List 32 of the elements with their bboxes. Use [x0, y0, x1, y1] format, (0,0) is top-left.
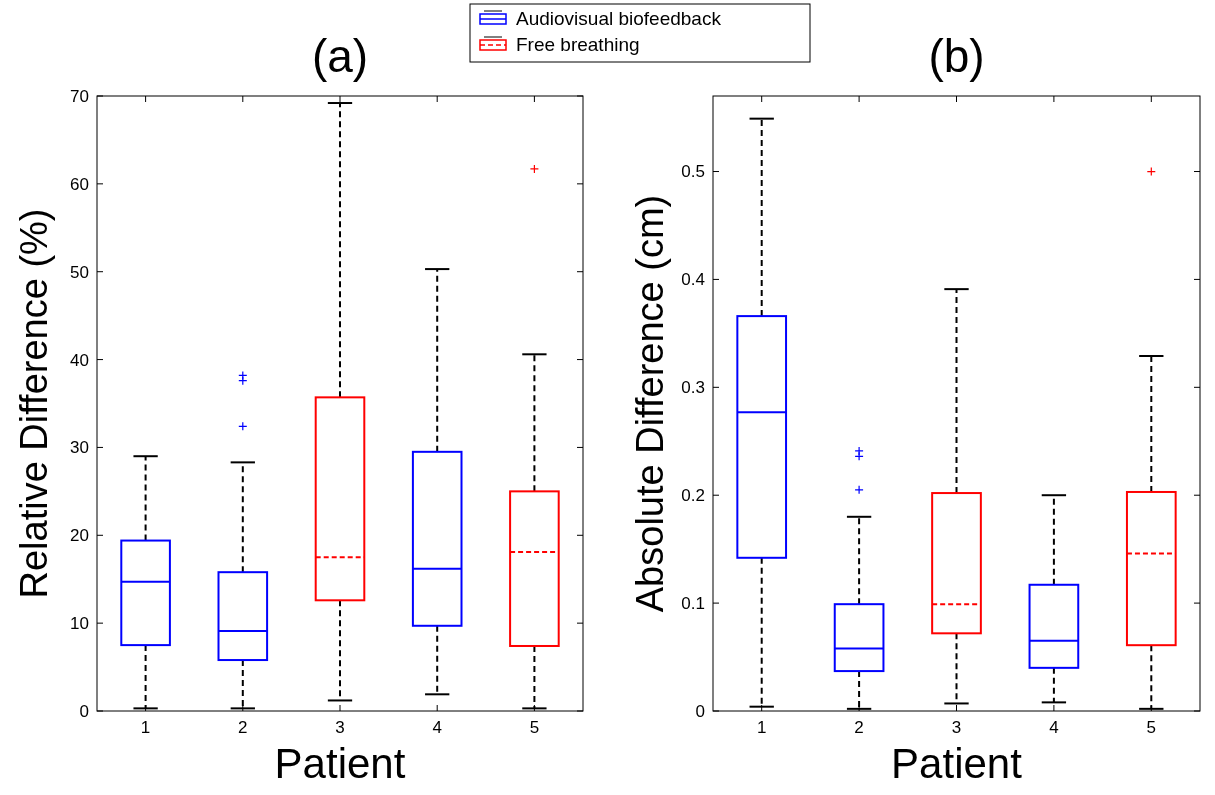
y-axis-title: Absolute Difference (cm) — [629, 194, 671, 613]
chart-title: (b) — [928, 30, 985, 82]
y-tick-label: 20 — [70, 526, 89, 546]
x-axis-title: Patient — [274, 740, 406, 787]
y-tick-label: 0.5 — [681, 162, 705, 182]
x-tick-label: 4 — [1049, 718, 1059, 737]
x-tick-label: 5 — [1146, 718, 1157, 737]
x-tick-label: 5 — [529, 718, 540, 737]
y-tick-label: 60 — [70, 174, 89, 194]
x-tick-label: 1 — [756, 718, 767, 737]
y-tick-label: 0 — [79, 701, 89, 721]
chart-title: (a) — [311, 30, 369, 82]
y-tick-label: 0.3 — [681, 378, 705, 398]
legend-label: Free breathing — [516, 34, 640, 55]
legend-label: Audiovisual biofeedback — [516, 8, 722, 29]
x-tick-label: 4 — [432, 718, 442, 737]
y-axis-title: Relative Difference (%) — [13, 208, 55, 599]
y-tick-label: 70 — [70, 86, 89, 106]
y-tick-label: 0 — [695, 701, 705, 721]
y-tick-label: 10 — [70, 614, 89, 634]
y-tick-label: 50 — [70, 262, 89, 282]
y-tick-label: 40 — [70, 350, 89, 370]
y-tick-label: 0.1 — [681, 594, 705, 614]
y-tick-label: 0.2 — [681, 486, 705, 506]
x-tick-label: 2 — [854, 718, 864, 737]
x-tick-label: 2 — [238, 718, 248, 737]
y-tick-label: 0.4 — [681, 270, 705, 290]
x-tick-label: 3 — [951, 718, 962, 737]
y-tick-label: 30 — [70, 438, 89, 458]
x-tick-label: 1 — [140, 718, 151, 737]
x-tick-label: 3 — [335, 718, 345, 737]
x-axis-title: Patient — [891, 740, 1023, 787]
